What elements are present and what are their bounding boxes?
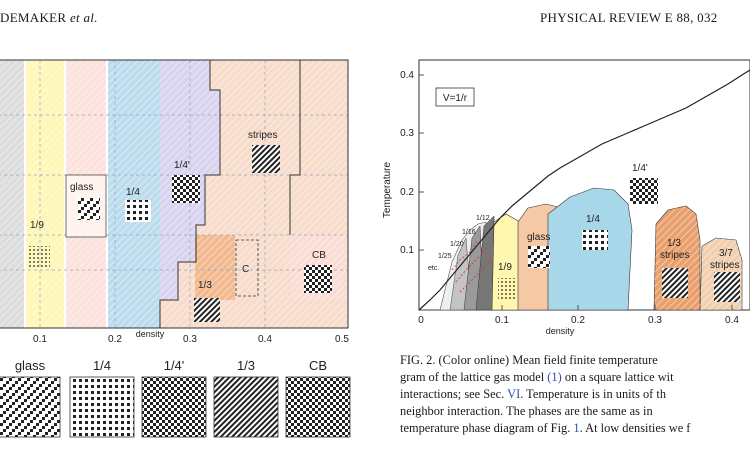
header-author: DEMAKER	[0, 10, 67, 25]
right-label-three-sevenths: 3/7	[719, 248, 733, 259]
right-phase-diagram: V=1/r 1/4' 1/4 glass 1/9 1/3 stripes 3/7…	[382, 59, 750, 336]
right-ytick-4: 0.4	[400, 70, 414, 81]
left-xlabel: density	[136, 329, 165, 339]
caption-line-5: temperature phase diagram of Fig. 1. At …	[400, 420, 750, 437]
left-pattern-cb	[304, 265, 332, 293]
caption-line-4: neighbor interaction. The phases are the…	[400, 404, 653, 418]
left-boundary-quarter-prime	[159, 60, 221, 328]
caption-text: . At low densities we f	[579, 421, 691, 435]
right-ytick-3: 0.3	[400, 128, 414, 139]
right-legend-text: V=1/r	[443, 93, 468, 104]
right-xtick-4: 0.4	[725, 315, 739, 326]
left-label-quarter-prime: 1/4'	[174, 160, 190, 171]
legend-label-glass: glass	[15, 358, 46, 373]
left-label-third: 1/3	[198, 280, 212, 291]
right-ytick-1: 0.1	[400, 245, 414, 256]
caption-line-1: FIG. 2. (Color online) Mean field finite…	[400, 353, 658, 367]
right-ylabel: Temperature	[382, 161, 393, 218]
right-label-twelfth: 1/12	[476, 215, 490, 222]
right-ytick-2: 0.2	[400, 187, 414, 198]
running-header-authors: DEMAKER et al.	[0, 10, 98, 26]
caption-line-3: interactions; see Sec. VI. Temperature i…	[400, 386, 750, 403]
legend-pattern-glass	[0, 376, 61, 438]
left-xtick-4: 0.4	[258, 334, 272, 345]
right-label-etc: etc.	[428, 265, 439, 272]
left-boundary-stripes	[289, 60, 301, 235]
left-xtick-5: 0.5	[335, 334, 349, 345]
caption-text: temperature phase diagram of Fig.	[400, 421, 574, 435]
right-label-quarter-prime: 1/4'	[632, 163, 648, 174]
caption-text: on a square lattice wit	[561, 370, 674, 384]
right-label-three-sevenths-stripes: stripes	[710, 260, 739, 271]
left-label-c: C	[242, 264, 249, 275]
caption-text: . Temperature is in units of th	[520, 387, 667, 401]
right-xtick-2: 0.2	[571, 315, 585, 326]
right-label-twentieth: 1/20	[450, 241, 464, 248]
left-pattern-quarter-prime	[172, 175, 200, 203]
left-region-c-box	[235, 239, 259, 297]
legend-pattern-quarter	[69, 376, 135, 438]
right-xtick-0: 0	[418, 315, 424, 326]
section-ref-link[interactable]: VI	[507, 387, 521, 401]
right-label-third: 1/3	[667, 238, 681, 249]
right-xtick-1: 0.1	[495, 315, 509, 326]
left-label-stripes: stripes	[248, 130, 277, 141]
equation-ref-link[interactable]: (1)	[547, 370, 562, 384]
right-label-one-ninth: 1/9	[498, 262, 512, 273]
right-pattern-third	[662, 268, 688, 298]
left-phase-diagram: 1/9 glass 1/4 1/4' stripes 1/3 C CB 0.1 …	[0, 59, 349, 345]
right-label-twentyfifth: 1/25	[438, 253, 452, 260]
left-pattern-one-ninth	[28, 246, 50, 268]
left-label-quarter: 1/4	[126, 187, 140, 198]
left-xtick-3: 0.3	[183, 334, 197, 345]
legend-pattern-quarter-prime	[141, 376, 207, 438]
left-xtick-1: 0.1	[33, 334, 47, 345]
right-label-quarter: 1/4	[586, 214, 600, 225]
right-pattern-quarter	[582, 230, 608, 250]
right-label-sixteenth: 1/16	[462, 229, 476, 236]
caption-text: gram of the lattice gas model	[400, 370, 548, 384]
running-header-journal: PHYSICAL REVIEW E 88, 032	[540, 10, 718, 25]
figure-ref-link[interactable]: 1	[573, 421, 580, 435]
right-pattern-quarter-prime	[630, 178, 658, 204]
legend-label-quarter-prime: 1/4'	[164, 358, 185, 373]
right-low-density-lines	[451, 239, 493, 293]
legend-pattern-cb	[285, 376, 351, 438]
right-legend-box	[435, 87, 475, 107]
right-label-third-stripes: stripes	[660, 250, 689, 261]
legend-label-quarter: 1/4	[93, 358, 111, 373]
right-label-glass: glass	[527, 232, 550, 243]
left-pattern-legend: glass 1/4 1/4' 1/3 CB	[0, 358, 351, 438]
left-label-glass: glass	[70, 182, 93, 193]
right-xlabel: density	[546, 326, 575, 336]
left-pattern-third	[194, 298, 220, 322]
right-tick-marks	[419, 74, 733, 310]
left-label-one-ninth: 1/9	[30, 220, 44, 231]
figure-caption: FIG. 2. (Color online) Mean field finite…	[400, 352, 750, 437]
caption-line-2: gram of the lattice gas model (1) on a s…	[400, 369, 750, 386]
right-pattern-three-sevenths	[714, 272, 740, 302]
caption-text: interactions; see Sec.	[400, 387, 508, 401]
left-pattern-stripes	[252, 145, 280, 173]
right-critical-curve	[418, 69, 750, 311]
legend-label-third: 1/3	[237, 358, 255, 373]
header-etal: et al.	[69, 10, 98, 25]
right-pattern-glass	[528, 246, 550, 268]
left-label-cb: CB	[312, 250, 326, 261]
right-pattern-one-ninth	[498, 278, 516, 300]
left-pattern-quarter	[125, 200, 151, 222]
left-xtick-2: 0.2	[108, 334, 122, 345]
left-pattern-glass	[78, 198, 100, 220]
legend-pattern-third	[213, 376, 279, 438]
legend-label-cb: CB	[309, 358, 327, 373]
right-xtick-3: 0.3	[648, 315, 662, 326]
